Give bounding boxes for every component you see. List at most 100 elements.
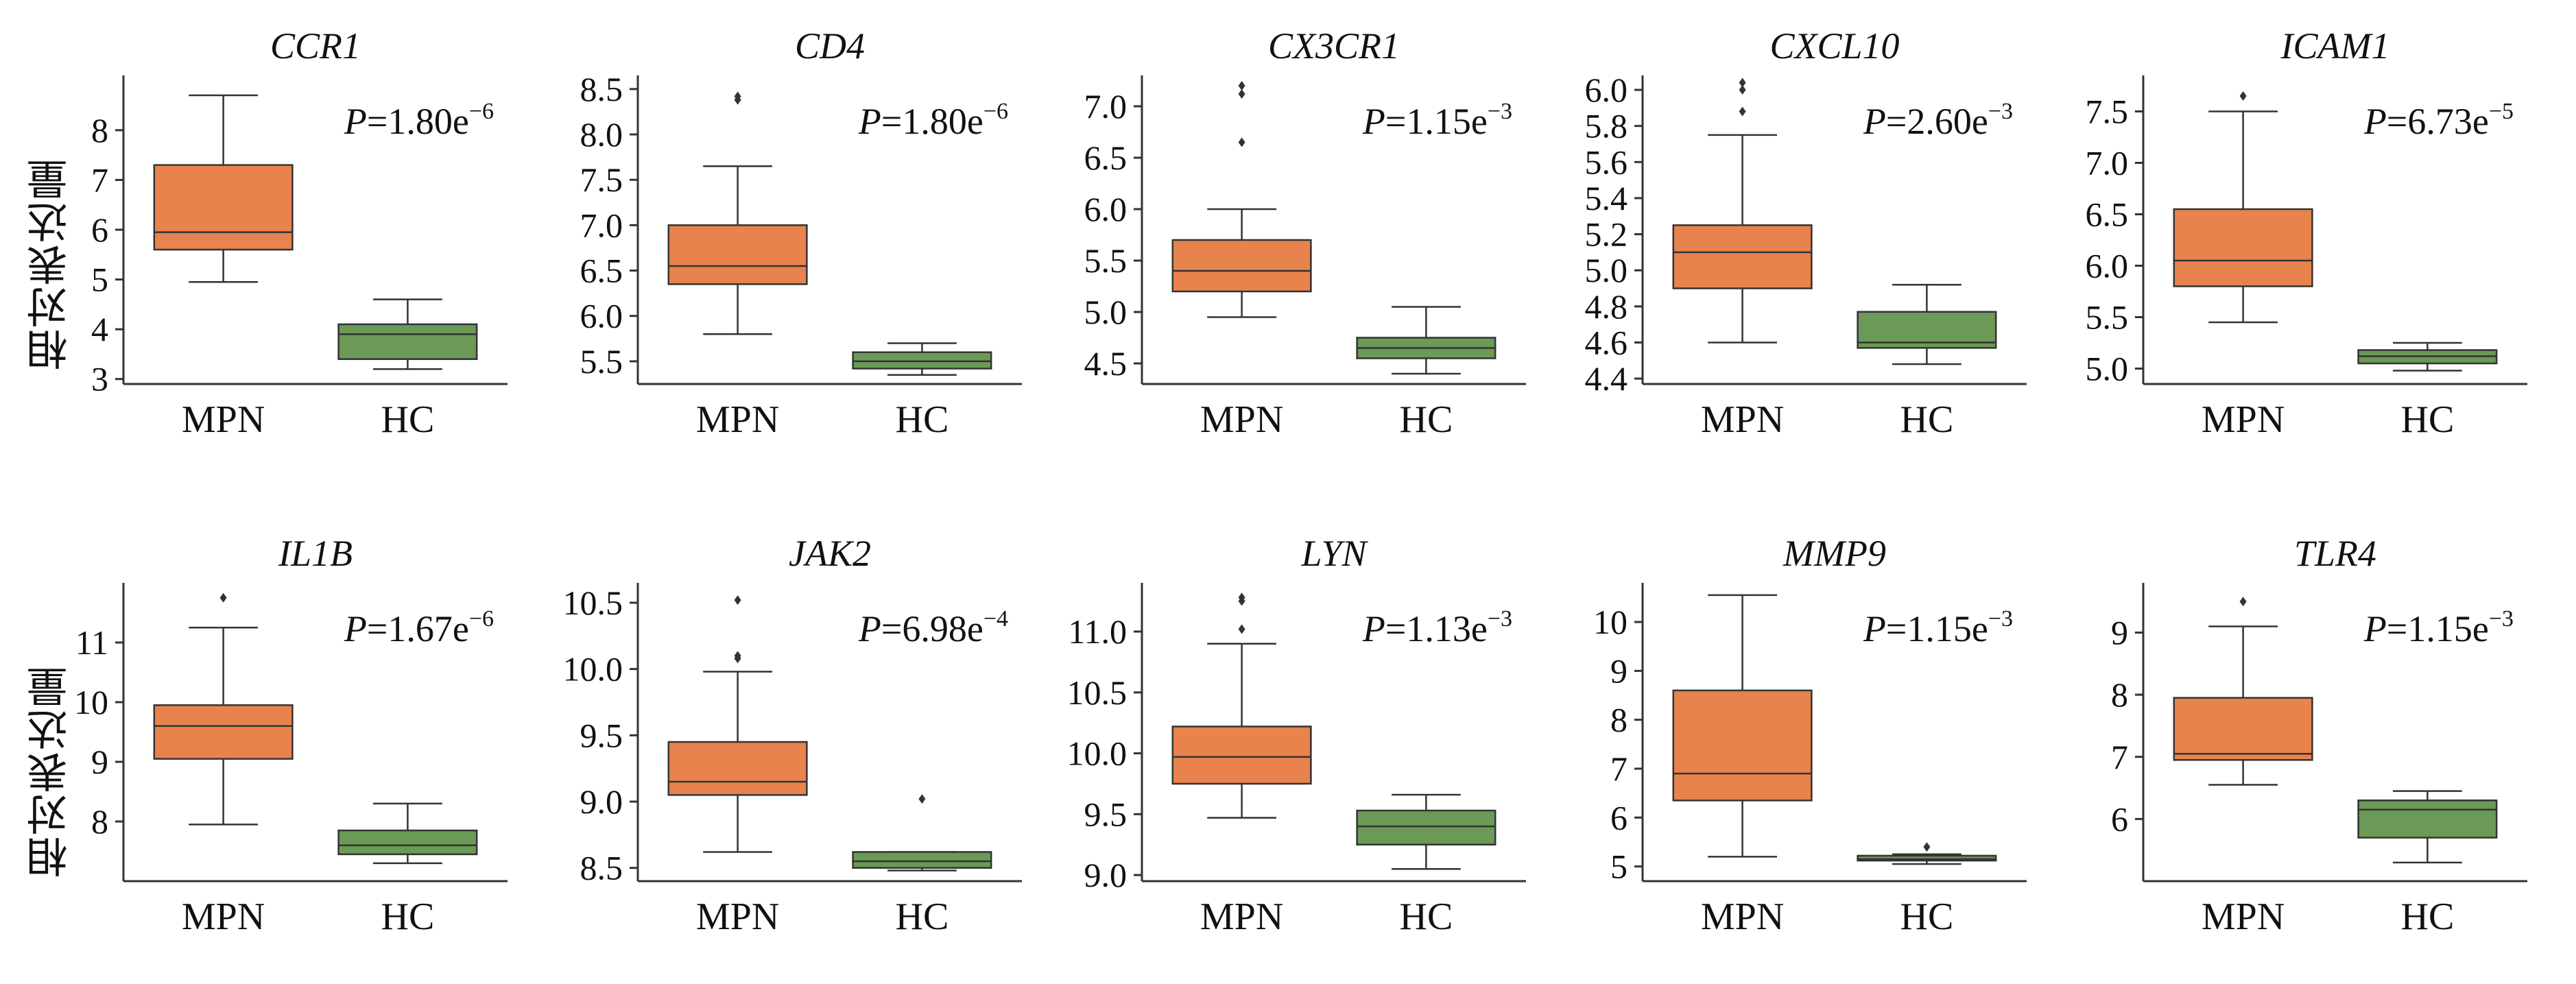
y-tick-label: 4.4 <box>1585 359 1628 398</box>
iqr-box <box>667 224 808 285</box>
y-tick-label: 10 <box>1593 603 1627 641</box>
panel-cx3cr1: CX3CR1 P=1.15e−3 4.5 5.0 5.5 6.0 6.5 7.0 MPN HC <box>1084 25 1526 441</box>
panel-title: CD4 <box>795 25 865 67</box>
panel-title: MMP9 <box>1782 533 1886 574</box>
panel-title: TLR4 <box>2294 533 2376 574</box>
y-tick-label: 9.5 <box>580 716 623 754</box>
x-category-label: HC <box>1400 398 1453 441</box>
panel-ccr1: CCR1 P=1.80e−6 3 4 5 6 7 8 MPN HC <box>91 25 508 441</box>
panel-cxcl10: CXCL10 P=2.60e−3 4.44.64.85.05.25.45.65.86… <box>1585 25 2027 441</box>
x-category-label: HC <box>1900 398 1954 441</box>
y-tick-label: 5.4 <box>1585 179 1628 217</box>
y-tick-label: 5 <box>1610 848 1627 886</box>
iqr-box <box>1171 239 1312 293</box>
x-category-label: HC <box>381 896 435 938</box>
y-tick-label: 8.5 <box>580 849 623 887</box>
x-category-label: HC <box>1900 896 1954 938</box>
box-mpn <box>667 91 808 335</box>
y-tick-label: 5.5 <box>580 342 623 381</box>
p-value-label: P=6.73e−5 <box>2363 99 2514 142</box>
y-tick-label: 10 <box>74 683 108 721</box>
p-value-label: P=1.15e−3 <box>2363 606 2514 649</box>
box-hc <box>1857 842 1997 865</box>
box-mpn <box>1171 592 1312 819</box>
outlier-point <box>1739 77 1746 88</box>
box-mpn <box>153 94 294 283</box>
iqr-box <box>153 704 294 760</box>
box-mpn <box>1171 81 1312 318</box>
outlier-point <box>1238 624 1245 634</box>
x-category-label: MPN <box>1701 398 1784 441</box>
x-category-label: HC <box>2401 398 2455 441</box>
panel-mmp9: MMP9 P=1.15e−3 5 6 7 8 9 10 MPN HC <box>1593 533 2027 938</box>
outlier-point <box>1238 81 1245 91</box>
x-category-label: MPN <box>2202 896 2285 938</box>
y-tick-label: 8 <box>91 111 108 149</box>
x-category-label: HC <box>1400 896 1453 938</box>
x-category-label: MPN <box>2202 398 2285 441</box>
outlier-point <box>734 95 741 105</box>
y-tick-label: 5.2 <box>1585 215 1628 254</box>
panel-title: CXCL10 <box>1769 25 1899 67</box>
box-hc <box>1857 284 1997 365</box>
p-value-label: P=1.67e−6 <box>344 606 494 649</box>
x-category-label: MPN <box>1701 896 1784 938</box>
y-tick-label: 6.0 <box>2086 247 2129 285</box>
box-mpn <box>1672 77 1813 344</box>
box-mpn <box>1672 594 1813 858</box>
y-tick-label: 6.0 <box>580 297 623 335</box>
x-category-label: MPN <box>182 896 265 938</box>
y-tick-label: 8.5 <box>580 70 623 108</box>
outlier-point <box>734 595 741 605</box>
y-tick-label: 7.5 <box>2086 93 2129 131</box>
y-tick-label: 7 <box>1610 749 1627 788</box>
x-category-label: MPN <box>1200 398 1283 441</box>
x-category-label: MPN <box>696 398 779 441</box>
box-hc <box>1356 306 1496 375</box>
y-tick-label: 4 <box>91 310 108 348</box>
x-category-label: HC <box>381 398 435 441</box>
panel-il1b: IL1B P=1.67e−6 8 9 10 11 MPN HC <box>74 533 508 938</box>
iqr-box <box>337 323 478 360</box>
p-value-label: P=1.80e−6 <box>344 99 494 142</box>
p-value-label: P=2.60e−3 <box>1863 99 2013 142</box>
iqr-box <box>1356 809 1496 845</box>
p-value-label: P=6.98e−4 <box>858 606 1008 649</box>
y-tick-label: 7.5 <box>580 160 623 199</box>
iqr-box <box>2173 208 2313 287</box>
y-tick-label: 6.0 <box>1585 71 1628 109</box>
y-tick-label: 5.0 <box>1084 293 1128 331</box>
y-tick-label: 10.0 <box>563 650 623 688</box>
panel-tlr4: TLR4 P=1.15e−3 6 7 8 9 MPN HC <box>2111 533 2527 938</box>
panel-jak2: JAK2 P=6.98e−4 8.5 9.0 9.5 10.0 10.5 MPN HC <box>563 533 1022 938</box>
outlier-point <box>1739 85 1746 95</box>
y-tick-label: 9.0 <box>1084 856 1128 894</box>
y-tick-label: 6.5 <box>580 252 623 290</box>
outlier-point <box>1238 592 1245 603</box>
y-tick-label: 6.5 <box>2086 195 2129 234</box>
y-tick-label: 10.5 <box>1067 673 1128 712</box>
y-tick-label: 5.0 <box>1585 251 1628 289</box>
p-value-label: P=1.15e−3 <box>1362 99 1512 142</box>
outlier-point <box>734 651 741 661</box>
y-tick-label: 5.6 <box>1585 143 1628 181</box>
x-category-label: MPN <box>1200 896 1283 938</box>
y-tick-label: 5.5 <box>2086 298 2129 337</box>
y-tick-label: 9.0 <box>580 782 623 821</box>
y-tick-label: 11.0 <box>1068 612 1127 651</box>
y-tick-label: 7 <box>91 160 108 199</box>
y-tick-label: 9 <box>2111 614 2128 652</box>
box-hc <box>852 794 992 872</box>
y-tick-label: 10.0 <box>1067 734 1128 773</box>
y-tick-label: 6 <box>2111 800 2128 838</box>
iqr-box <box>1672 689 1813 802</box>
panel-title: ICAM1 <box>2280 25 2390 67</box>
y-tick-label: 9 <box>1610 651 1627 690</box>
y-tick-label: 8 <box>91 802 108 841</box>
x-category-label: HC <box>896 896 949 938</box>
box-hc <box>852 342 992 376</box>
iqr-box <box>2357 799 2498 839</box>
y-tick-label: 7.0 <box>580 206 623 244</box>
panel-title: LYN <box>1300 533 1368 574</box>
